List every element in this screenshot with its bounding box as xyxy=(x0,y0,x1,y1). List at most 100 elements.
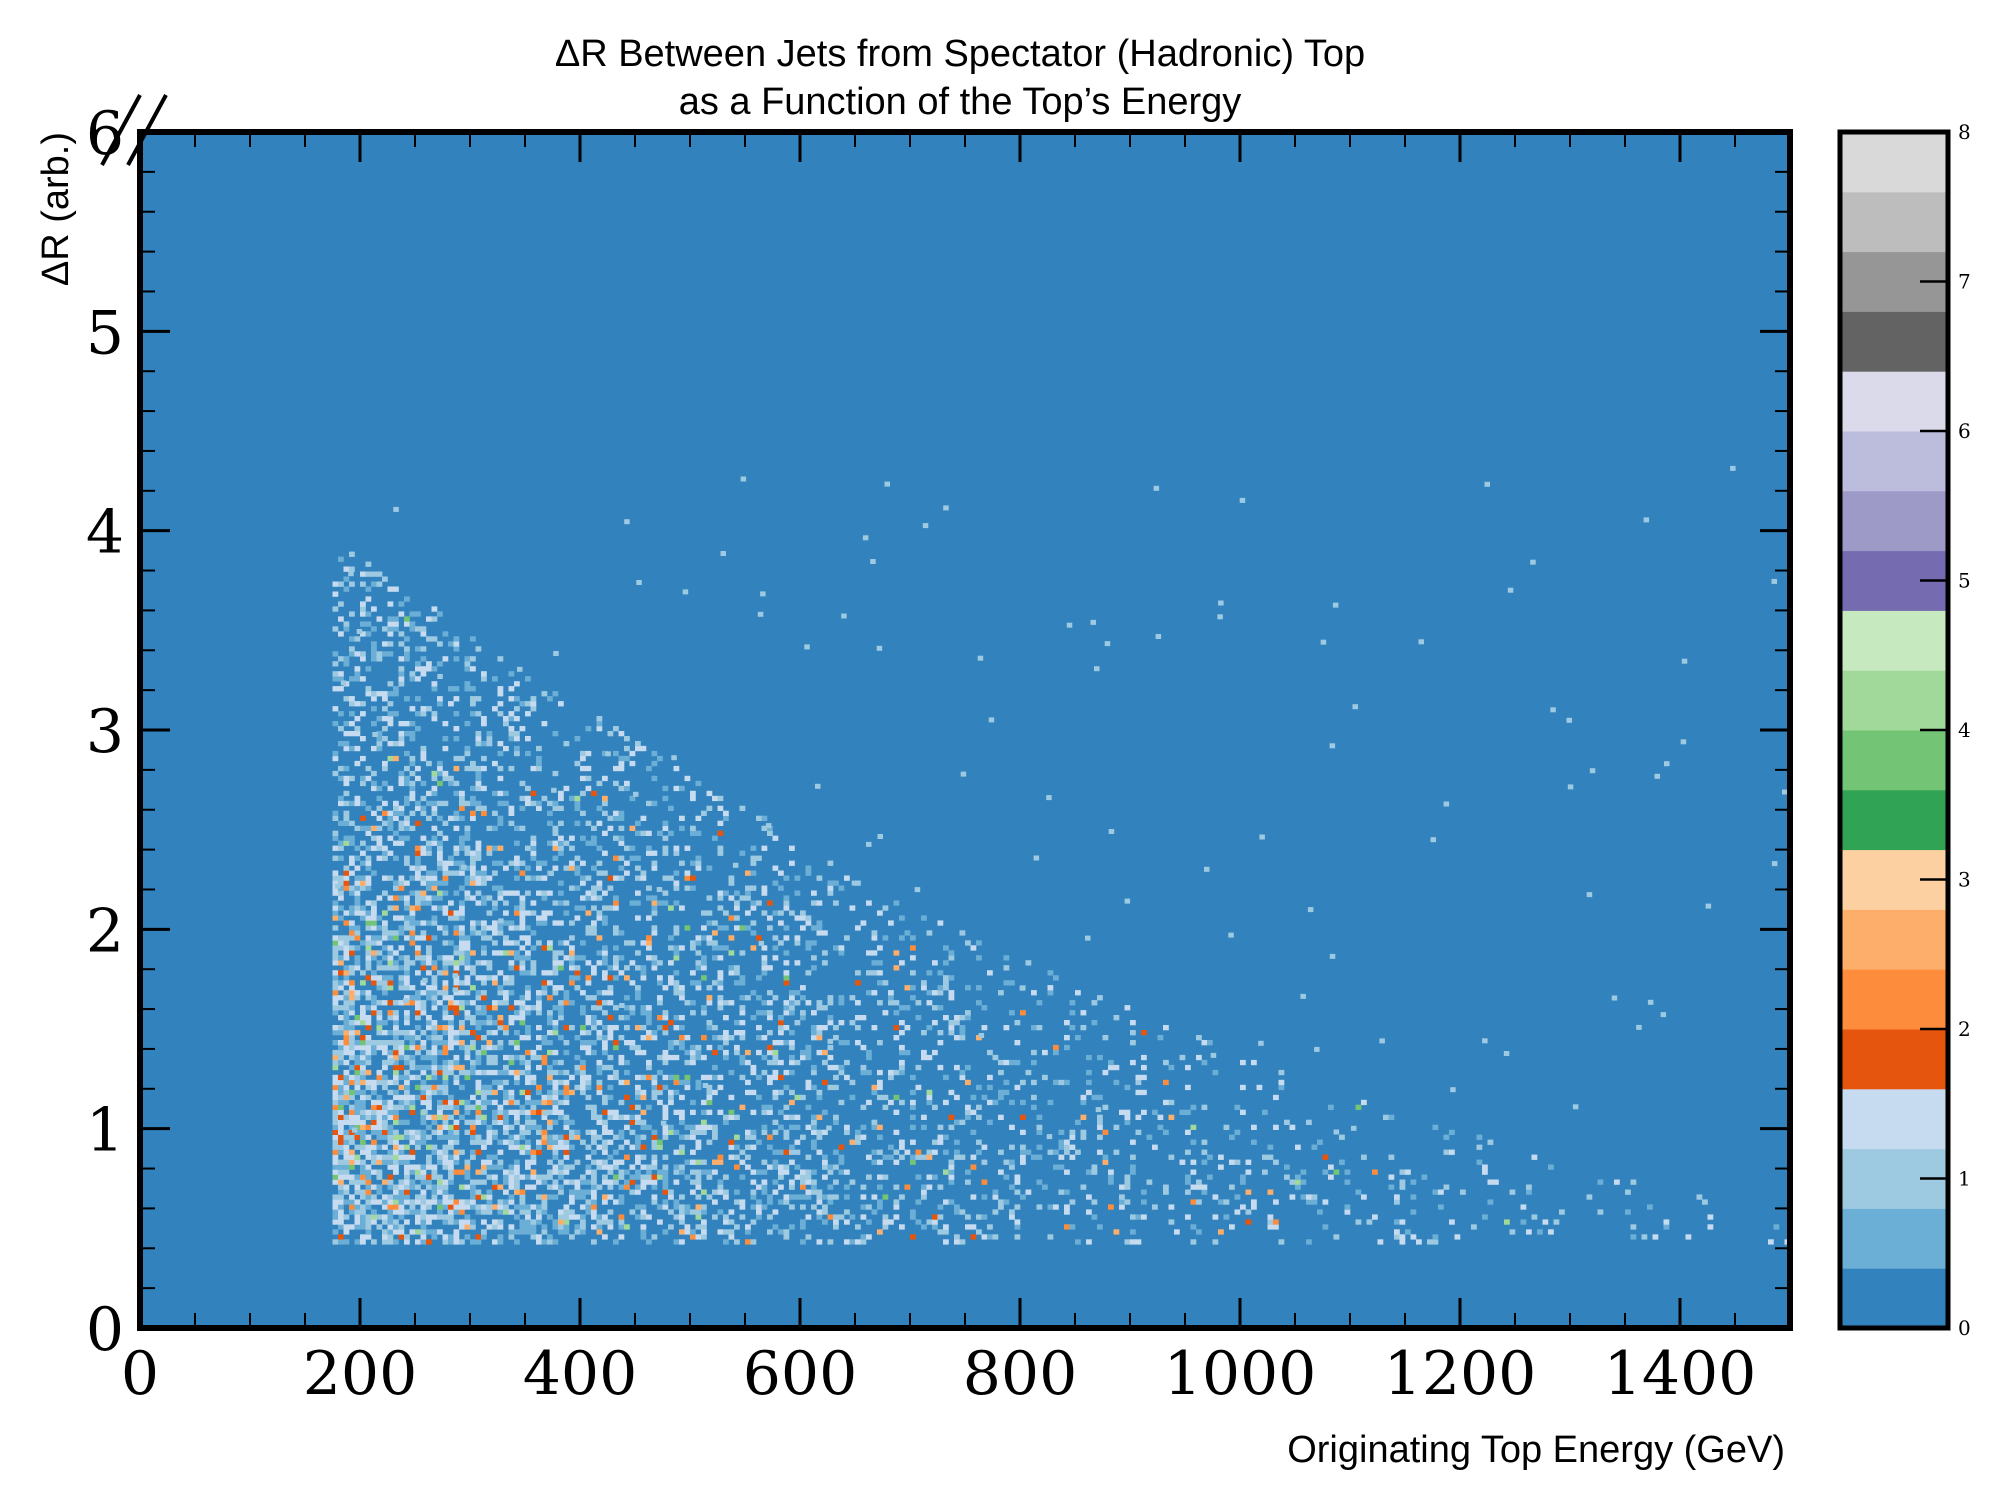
heatmap-cell xyxy=(453,1119,460,1125)
heatmap-cell xyxy=(591,1239,597,1245)
heatmap-cell xyxy=(415,1214,421,1220)
heatmap-cell xyxy=(602,1174,608,1180)
heatmap-cell xyxy=(442,875,449,881)
heatmap-cell xyxy=(1097,1124,1103,1130)
heatmap-cell xyxy=(1053,975,1059,981)
heatmap-cell xyxy=(640,1010,647,1016)
heatmap-cell xyxy=(1185,1109,1191,1115)
heatmap-cell xyxy=(1020,1010,1026,1016)
heatmap-cell xyxy=(354,855,361,861)
heatmap-cell xyxy=(690,1000,696,1006)
heatmap-cell xyxy=(591,1149,597,1155)
heatmap-cell xyxy=(470,666,476,672)
heatmap-cell xyxy=(948,1020,955,1026)
heatmap-cell xyxy=(563,1144,570,1150)
heatmap-cell xyxy=(338,1224,344,1230)
heatmap-cell xyxy=(1157,1035,1164,1041)
heatmap-cell xyxy=(783,875,790,881)
heatmap-cell xyxy=(530,1124,537,1130)
heatmap-cell xyxy=(723,1189,729,1195)
heatmap-cell xyxy=(437,1134,443,1140)
heatmap-cell xyxy=(536,915,542,921)
heatmap-cell xyxy=(443,1104,449,1110)
heatmap-cell xyxy=(893,1010,900,1016)
heatmap-cell xyxy=(844,1219,850,1225)
heatmap-cell xyxy=(343,1114,350,1120)
heatmap-cell xyxy=(448,1104,454,1110)
heatmap-cell xyxy=(1091,1094,1098,1101)
heatmap-cell xyxy=(519,1015,526,1021)
heatmap-cell xyxy=(448,995,454,1001)
heatmap-cell xyxy=(525,1219,531,1225)
heatmap-cell xyxy=(415,1129,421,1135)
heatmap-cell xyxy=(398,1224,405,1230)
heatmap-cell xyxy=(349,1164,355,1170)
heatmap-cell xyxy=(607,731,614,737)
heatmap-cell xyxy=(547,910,553,916)
heatmap-cell xyxy=(404,1164,410,1170)
heatmap-cell xyxy=(591,1114,597,1120)
heatmap-cell xyxy=(1351,1125,1357,1131)
heatmap-cell xyxy=(750,1239,757,1245)
heatmap-cell xyxy=(459,1149,465,1155)
heatmap-cell xyxy=(690,795,696,802)
heatmap-cell xyxy=(673,785,680,792)
heatmap-cell xyxy=(800,1094,806,1101)
heatmap-cell xyxy=(552,1069,559,1076)
heatmap-cell xyxy=(635,1174,641,1180)
heatmap-cell xyxy=(646,945,652,951)
heatmap-cell xyxy=(387,1164,394,1170)
heatmap-cell xyxy=(855,925,861,931)
heatmap-cell xyxy=(904,985,911,991)
heatmap-cell xyxy=(1273,1094,1279,1101)
heatmap-cell xyxy=(822,1154,828,1160)
heatmap-cell xyxy=(354,1224,361,1230)
heatmap-cell xyxy=(580,765,586,772)
heatmap-cell xyxy=(437,880,443,886)
heatmap-cell xyxy=(415,1174,421,1180)
heatmap-cell xyxy=(393,1015,399,1021)
heatmap-cell xyxy=(393,1209,399,1215)
heatmap-cell xyxy=(1251,1139,1257,1145)
heatmap-cell xyxy=(706,1109,713,1115)
heatmap-cell xyxy=(640,1174,647,1180)
heatmap-cell xyxy=(332,1054,339,1061)
heatmap-cell xyxy=(387,1174,394,1180)
heatmap-cell xyxy=(1091,1199,1098,1205)
heatmap-cell xyxy=(640,1204,647,1210)
heatmap-cell xyxy=(497,930,504,936)
heatmap-cell xyxy=(1031,1094,1037,1101)
heatmap-cell xyxy=(1124,1239,1131,1245)
heatmap-cell xyxy=(1168,1099,1175,1106)
heatmap-cell xyxy=(415,696,421,702)
heatmap-cell xyxy=(426,1144,432,1150)
heatmap-cell xyxy=(1509,1189,1516,1195)
heatmap-cell xyxy=(481,935,487,941)
heatmap-cell xyxy=(574,1179,581,1185)
heatmap-cell xyxy=(332,1204,339,1210)
heatmap-cell xyxy=(657,1144,663,1150)
heatmap-cell xyxy=(596,895,603,901)
heatmap-cell xyxy=(420,1044,427,1051)
heatmap-cell xyxy=(349,1124,355,1130)
heatmap-cell xyxy=(739,850,746,856)
heatmap-cell xyxy=(422,977,428,983)
heatmap-cell xyxy=(657,975,663,981)
heatmap-cell xyxy=(332,1049,339,1056)
heatmap-cell xyxy=(349,676,355,682)
heatmap-cell xyxy=(899,960,905,966)
heatmap-cell xyxy=(448,1194,454,1200)
heatmap-cell xyxy=(965,1169,971,1175)
heatmap-cell xyxy=(415,1144,421,1150)
heatmap-cell xyxy=(525,1214,531,1220)
heatmap-cell xyxy=(745,1154,751,1160)
heatmap-cell xyxy=(849,1079,856,1086)
heatmap-cell xyxy=(448,1064,454,1071)
heatmap-cell xyxy=(646,895,652,901)
heatmap-cell xyxy=(365,1044,372,1051)
heatmap-cell xyxy=(602,950,608,956)
heatmap-cell xyxy=(1531,1154,1538,1160)
heatmap-cell xyxy=(844,1194,850,1200)
heatmap-cell xyxy=(453,1054,460,1061)
heatmap-cell xyxy=(365,875,372,881)
